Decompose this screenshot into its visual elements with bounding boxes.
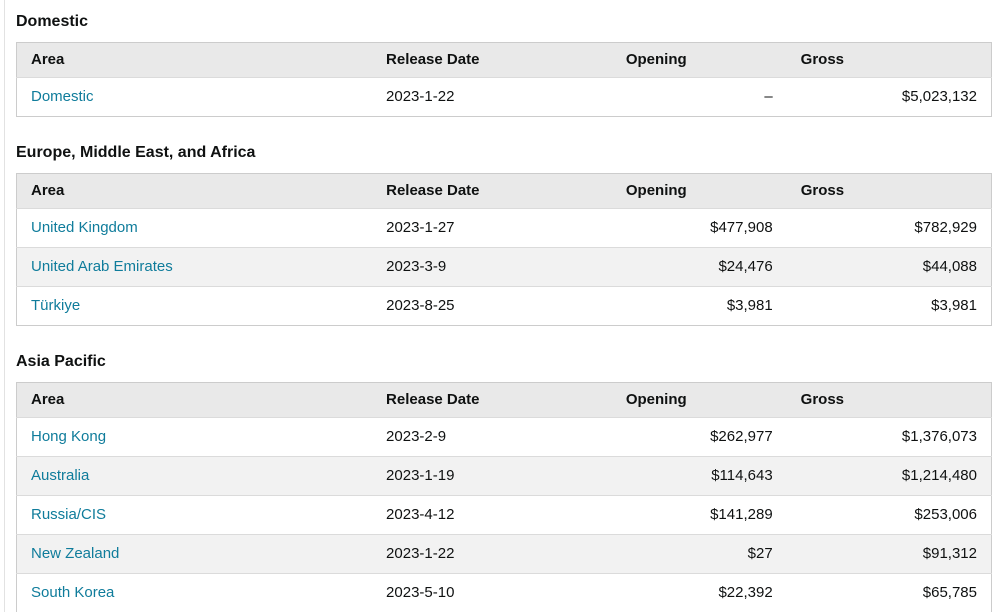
release-date-cell: 2023-4-12 <box>372 495 612 535</box>
area-cell: South Korea <box>16 573 373 612</box>
release-date-cell: 2023-2-9 <box>386 428 447 445</box>
area-cell: United Kingdom <box>17 209 373 248</box>
area-cell: Türkiye <box>16 286 373 326</box>
opening-cell: $22,392 <box>611 573 787 612</box>
area-cell: New Zealand <box>16 534 373 574</box>
release-date-cell: 2023-1-19 <box>372 456 612 496</box>
table-row: Domestic 2023-1-22 – $5,023,132 <box>17 78 992 117</box>
release-date-cell: 2023-3-9 <box>372 247 612 287</box>
section-emea: Europe, Middle East, and Africa Area Rel… <box>16 144 992 326</box>
area-link[interactable]: United Arab Emirates <box>31 258 173 275</box>
table-row: Australia 2023-1-19 $114,643 $1,214,480 <box>16 456 992 496</box>
col-header-area: Area <box>16 382 373 418</box>
area-cell: Hong Kong <box>17 418 373 457</box>
opening-cell: $477,908 <box>710 219 773 236</box>
col-header-release-date: Release Date <box>372 173 612 209</box>
table-header-row: Area Release Date Opening Gross <box>16 382 992 418</box>
table-row: Hong Kong 2023-2-9 $262,977 $1,376,073 <box>17 418 992 457</box>
gross-cell: $1,214,480 <box>786 456 992 496</box>
table-row: Russia/CIS 2023-4-12 $141,289 $253,006 <box>16 495 992 535</box>
gross-cell: $65,785 <box>786 573 992 612</box>
gross-cell: $1,376,073 <box>901 428 977 445</box>
gross-cell: $5,023,132 <box>901 88 977 105</box>
opening-cell: $114,643 <box>611 456 787 496</box>
area-link[interactable]: Australia <box>31 467 90 484</box>
col-header-gross: Gross <box>786 382 992 418</box>
area-link[interactable]: Domestic <box>31 88 94 105</box>
gross-cell: $91,312 <box>786 534 992 574</box>
col-header-opening: Opening <box>611 382 787 418</box>
release-date-cell: 2023-8-25 <box>372 286 612 326</box>
area-link[interactable]: Hong Kong <box>31 428 107 445</box>
area-link[interactable]: New Zealand <box>31 545 120 562</box>
section-domestic: Domestic Area Release Date Opening Gross… <box>16 13 992 117</box>
area-cell: Domestic <box>17 78 373 117</box>
col-header-area: Area <box>16 42 373 78</box>
col-header-opening: Opening <box>611 42 787 78</box>
opening-cell: $262,977 <box>710 428 773 445</box>
area-link[interactable]: Türkiye <box>31 297 81 314</box>
section-title: Asia Pacific <box>16 353 106 370</box>
opening-cell: $3,981 <box>611 286 787 326</box>
area-link[interactable]: Russia/CIS <box>31 506 107 523</box>
table-row: United Kingdom 2023-1-27 $477,908 $782,929 <box>17 209 992 248</box>
release-date-cell: 2023-1-22 <box>386 88 455 105</box>
area-cell: United Arab Emirates <box>16 247 373 287</box>
release-date-cell: 2023-1-27 <box>386 219 455 236</box>
opening-cell: $24,476 <box>611 247 787 287</box>
region-table: Area Release Date Opening Gross Hong Kon… <box>16 382 992 612</box>
table-row: United Arab Emirates 2023-3-9 $24,476 $44,0… <box>16 247 992 287</box>
section-asia-pacific: Asia Pacific Area Release Date Opening G… <box>16 353 992 612</box>
gross-cell: $782,929 <box>914 219 977 236</box>
area-cell: Australia <box>16 456 373 496</box>
col-header-release-date: Release Date <box>372 42 612 78</box>
table-header-row: Area Release Date Opening Gross <box>16 173 992 209</box>
area-link[interactable]: United Kingdom <box>31 219 138 236</box>
section-title: Europe, Middle East, and Africa <box>16 144 256 161</box>
release-date-cell: 2023-5-10 <box>372 573 612 612</box>
left-edge-line <box>4 0 5 612</box>
region-table: Area Release Date Opening Gross United K… <box>16 173 992 326</box>
gross-cell: $44,088 <box>786 247 992 287</box>
section-title: Domestic <box>16 13 89 30</box>
table-row: Türkiye 2023-8-25 $3,981 $3,981 <box>16 286 992 326</box>
region-table: Area Release Date Opening Gross Domestic… <box>16 42 992 117</box>
opening-cell: – <box>764 88 773 105</box>
gross-cell: $253,006 <box>786 495 992 535</box>
opening-cell: $141,289 <box>611 495 787 535</box>
col-header-opening: Opening <box>611 173 787 209</box>
area-link[interactable]: South Korea <box>31 584 115 601</box>
col-header-gross: Gross <box>786 42 992 78</box>
col-header-area: Area <box>16 173 373 209</box>
table-row: South Korea 2023-5-10 $22,392 $65,785 <box>16 573 992 612</box>
table-row: New Zealand 2023-1-22 $27 $91,312 <box>16 534 992 574</box>
release-date-cell: 2023-1-22 <box>372 534 612 574</box>
col-header-gross: Gross <box>786 173 992 209</box>
gross-cell: $3,981 <box>786 286 992 326</box>
table-header-row: Area Release Date Opening Gross <box>16 42 992 78</box>
col-header-release-date: Release Date <box>372 382 612 418</box>
area-cell: Russia/CIS <box>16 495 373 535</box>
opening-cell: $27 <box>611 534 787 574</box>
